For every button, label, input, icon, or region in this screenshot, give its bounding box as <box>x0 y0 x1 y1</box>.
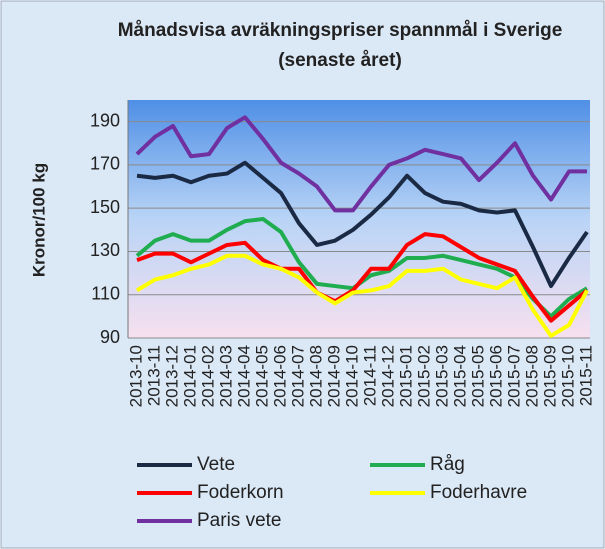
x-tick-label: 2015-04 <box>450 345 469 407</box>
legend-label: Paris vete <box>197 510 281 531</box>
legend-label: Vete <box>197 454 235 475</box>
legend-label: Foderkorn <box>197 482 284 503</box>
x-tick-label: 2015-09 <box>540 345 559 407</box>
x-tick-label: 2014-04 <box>234 345 253 407</box>
y-tick-label: 130 <box>90 240 120 260</box>
y-tick-label: 170 <box>90 154 120 174</box>
x-tick-label: 2014-06 <box>270 345 289 407</box>
line-series <box>135 115 587 213</box>
x-tick-label: 2015-06 <box>486 345 505 407</box>
line-series <box>135 253 589 338</box>
x-tick-label: 2013-10 <box>126 345 145 407</box>
x-tick-label: 2013-11 <box>144 345 163 406</box>
legend-label: Foderhavre <box>430 482 527 503</box>
y-axis-label: Kronor/100 kg <box>29 163 48 277</box>
line-series <box>136 160 589 289</box>
x-tick-label: 2014-03 <box>216 345 235 407</box>
x-tick-label: 2014-01 <box>180 345 199 407</box>
x-tick-label: 2013-12 <box>162 345 181 407</box>
x-tick-label: 2014-09 <box>324 345 343 407</box>
x-tick-label: 2015-08 <box>522 345 541 407</box>
x-tick-label: 2015-01 <box>396 345 415 407</box>
x-tick-label: 2014-11 <box>360 345 379 406</box>
x-tick-label: 2014-10 <box>342 345 361 407</box>
x-tick-label: 2015-05 <box>468 345 487 407</box>
x-tick-label: 2015-10 <box>558 345 577 407</box>
legend-label: Råg <box>430 454 465 475</box>
y-tick-label: 110 <box>91 283 120 303</box>
chart-title: Månadsvisa avräkningspriser spannmål i S… <box>117 20 563 71</box>
x-tick-label: 2015-02 <box>414 345 433 407</box>
line-series <box>136 232 589 323</box>
x-tick-label: 2014-02 <box>198 345 217 407</box>
x-tick-label: 2015-03 <box>432 345 451 407</box>
x-tick-label: 2014-08 <box>306 345 325 407</box>
y-tick-label: 150 <box>90 197 120 217</box>
x-tick-label: 2015-11 <box>576 345 595 406</box>
x-tick-label: 2014-07 <box>288 345 307 407</box>
y-tick-label: 190 <box>90 110 120 130</box>
x-tick-label: 2014-05 <box>252 345 271 407</box>
x-tick-label: 2015-07 <box>504 345 523 407</box>
y-tick-label: 90 <box>100 327 120 347</box>
plot-area <box>128 100 590 338</box>
x-tick-label: 2014-12 <box>378 345 397 407</box>
